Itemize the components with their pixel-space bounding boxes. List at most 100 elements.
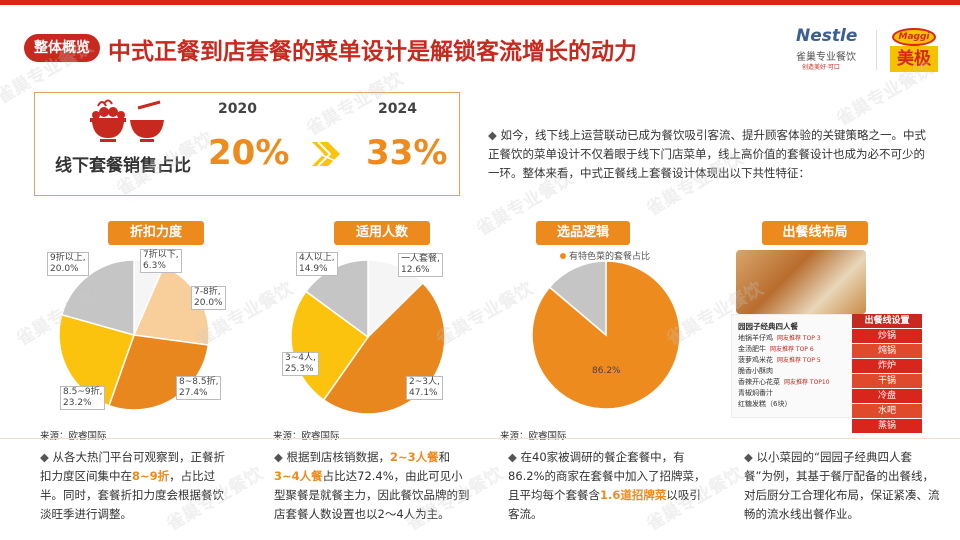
menu-item-tag: 网友推荐 TOP 6 xyxy=(770,346,814,353)
desc-party-size-bullet: ◆ xyxy=(274,450,283,464)
menu-item-name: 地锅羊仔鸡 xyxy=(738,334,773,342)
intro-text: 如今，线下线上运营联动已成为餐饮吸引客流、提升顾客体验的关键策略之一。中式正餐饮… xyxy=(488,128,927,180)
kitchen-station-list: 出餐线设置 炒锅 炖锅 炸炉 干锅 冷盘 水吧 蒸锅 xyxy=(852,314,922,433)
pie-label-under-7-text: 7折以下 xyxy=(143,250,176,260)
pie-label-over-9-value: 20.0% xyxy=(50,264,79,274)
stat-value-to: 33% xyxy=(366,133,448,173)
desc-product-logic-bullet: ◆ xyxy=(508,450,517,464)
nestle-logo-tagline: 创造美好·可口 xyxy=(802,64,840,71)
pie-label-single-text: 一人套餐 xyxy=(401,254,438,264)
pie-label-signature: 86.2% xyxy=(592,366,621,376)
menu-item-tag: 网友推荐 TOP10 xyxy=(784,379,830,386)
station-item: 水吧 xyxy=(852,404,922,418)
source-party-size: 来源：欧睿国际 xyxy=(273,431,340,442)
desc-party-size-highlight: 2~3人餐 xyxy=(390,450,439,464)
pie-slice-一人套餐 xyxy=(367,259,424,339)
maggi-logo: Maggi 美极 xyxy=(890,28,938,74)
menu-item-name: 菠萝鸡米花 xyxy=(738,356,773,364)
top-accent-bar xyxy=(0,0,960,5)
maggi-logo-oval: Maggi xyxy=(892,28,936,46)
pie-label-over-4-text: 4人以上 xyxy=(299,253,332,263)
menu-item-name: 脆香小酥肉 xyxy=(738,367,773,375)
menu-card-list: 地锅羊仔鸡 网友推荐 TOP 3 金汤肥牛 网友推荐 TOP 6 菠萝鸡米花 网友推荐 T… xyxy=(738,333,830,410)
menu-item: 香辣开心花菜 网友推荐 TOP10 xyxy=(738,377,830,388)
pie-label-8-85: 8~8.5折, 27.4% xyxy=(176,376,222,400)
menu-item-name: 青椒焖番汁 xyxy=(738,389,773,397)
menu-item: 金汤肥牛 网友推荐 TOP 6 xyxy=(738,344,830,355)
pie-label-7-8-text: 7-8折 xyxy=(194,287,218,297)
source-discount: 来源：欧睿国际 xyxy=(40,431,107,442)
pie-label-85-9: 8.5~9折, 23.2% xyxy=(60,386,106,410)
pie-label-single: 一人套餐, 12.6% xyxy=(398,253,443,277)
nestle-logo-name: Nestle xyxy=(796,26,858,46)
desc-product-logic-highlight: 1.6道招牌菜 xyxy=(600,488,667,502)
pie-label-over-4-value: 14.9% xyxy=(299,264,328,274)
menu-item-name: 金汤肥牛 xyxy=(738,345,766,353)
menu-card: 园园子经典四人餐 地锅羊仔鸡 网友推荐 TOP 3 金汤肥牛 网友推荐 TOP 6 菠萝… xyxy=(731,314,861,418)
menu-item: 脆香小酥肉 xyxy=(738,366,830,377)
stat-label: 线下套餐销售占比 xyxy=(55,156,191,176)
station-item: 蒸锅 xyxy=(852,419,922,433)
menu-item-tag: 网友推荐 TOP 5 xyxy=(777,357,821,364)
menu-card-title: 园园子经典四人餐 xyxy=(738,322,798,331)
desc-kitchen-line-bullet: ◆ xyxy=(744,450,753,464)
pie-label-under-7-value: 6.3% xyxy=(143,261,166,271)
station-item: 冷盘 xyxy=(852,389,922,403)
station-header: 出餐线设置 xyxy=(852,314,922,328)
pie-label-8-85-text: 8~8.5折 xyxy=(179,377,216,387)
menu-item-tag: 网友推荐 TOP 3 xyxy=(777,335,821,342)
pie-label-8-85-value: 27.4% xyxy=(179,388,208,398)
page-title: 中式正餐到店套餐的菜单设计是解锁客流增长的动力 xyxy=(108,39,637,65)
desc-discount-bullet: ◆ xyxy=(40,450,49,464)
divider xyxy=(0,438,960,439)
pie-label-3-4-value: 25.3% xyxy=(285,364,314,374)
pie-label-3-4-text: 3~4人 xyxy=(285,353,313,363)
nestle-logo-sub: 雀巢专业餐饮 xyxy=(796,52,856,63)
growth-arrow-icon xyxy=(309,141,340,167)
menu-item-name: 红糖发糕（6块） xyxy=(738,400,792,408)
chip-product-logic: 选品逻辑 xyxy=(536,221,630,245)
chip-discount: 折扣力度 xyxy=(108,221,204,245)
intro-paragraph: ◆ 如今，线下线上运营联动已成为餐饮吸引客流、提升顾客体验的关键策略之一。中式正… xyxy=(488,126,928,183)
pie-label-single-value: 12.6% xyxy=(401,265,430,275)
pie-label-85-9-value: 23.2% xyxy=(63,398,92,408)
product-logic-pie-chart xyxy=(531,260,681,410)
chip-kitchen-line: 出餐线布局 xyxy=(762,221,868,245)
station-item: 干锅 xyxy=(852,374,922,388)
section-badge: 整体概览 xyxy=(24,34,100,62)
station-item: 炖锅 xyxy=(852,344,922,358)
menu-item: 红糖发糕（6块） xyxy=(738,399,830,410)
pie-label-over-9: 9折以上, 20.0% xyxy=(47,252,89,276)
logo-divider xyxy=(876,30,877,70)
station-items: 炒锅 炖锅 炸炉 干锅 冷盘 水吧 蒸锅 xyxy=(852,329,922,433)
station-item: 炸炉 xyxy=(852,359,922,373)
legend-dot xyxy=(560,253,566,259)
product-logic-legend: 有特色菜的套餐占比 xyxy=(560,249,650,262)
source-product-logic: 来源：欧睿国际 xyxy=(500,431,567,442)
pie-label-7-8: 7-8折, 20.0% xyxy=(191,286,226,310)
pie-label-over-9-text: 9折以上 xyxy=(50,253,83,263)
legend-text: 有特色菜的套餐占比 xyxy=(569,252,651,262)
desc-party-size-mid: 和 xyxy=(438,450,451,464)
stat-value-from: 20% xyxy=(208,133,290,173)
pie-label-over-4: 4人以上, 14.9% xyxy=(296,252,338,276)
bowl-icon xyxy=(90,99,164,142)
menu-item-name: 香辣开心花菜 xyxy=(738,378,780,386)
stat-year-to: 2024 xyxy=(378,101,417,117)
station-item: 炒锅 xyxy=(852,329,922,343)
desc-kitchen-line-text: 以小菜园的“园园子经典四人套餐”为例，其基于餐厅配备的出餐线，对后厨分工合理化布… xyxy=(744,450,940,521)
pie-label-2-3-value: 47.1% xyxy=(409,388,438,398)
pie-label-2-3: 2~3人, 47.1% xyxy=(406,376,443,400)
desc-party-size: ◆ 根据到店核销数据，2~3人餐和 3~4人餐占比达72.4%，由此可见小型聚餐是… xyxy=(274,448,474,524)
desc-discount-before: 从各大热门平台可观察到，正餐折扣力度区间集中在 xyxy=(40,450,226,483)
desc-discount-after: ，占比过半。同时，套餐折扣力度会根据餐饮淡旺季进行调整。 xyxy=(40,469,224,521)
menu-item: 地锅羊仔鸡 网友推荐 TOP 3 xyxy=(738,333,830,344)
menu-item: 菠萝鸡米花 网友推荐 TOP 5 xyxy=(738,355,830,366)
menu-item: 青椒焖番汁 xyxy=(738,388,830,399)
desc-party-size-highlight2: 3~4人餐 xyxy=(274,469,323,483)
pie-label-85-9-text: 8.5~9折 xyxy=(63,387,100,397)
stat-year-from: 2020 xyxy=(218,101,257,117)
watermark: 雀巢专业餐饮 xyxy=(432,278,537,351)
desc-kitchen-line: ◆ 以小菜园的“园园子经典四人套餐”为例，其基于餐厅配备的出餐线，对后厨分工合理… xyxy=(744,448,940,524)
desc-product-logic-after: 以吸引客流。 xyxy=(508,488,701,521)
